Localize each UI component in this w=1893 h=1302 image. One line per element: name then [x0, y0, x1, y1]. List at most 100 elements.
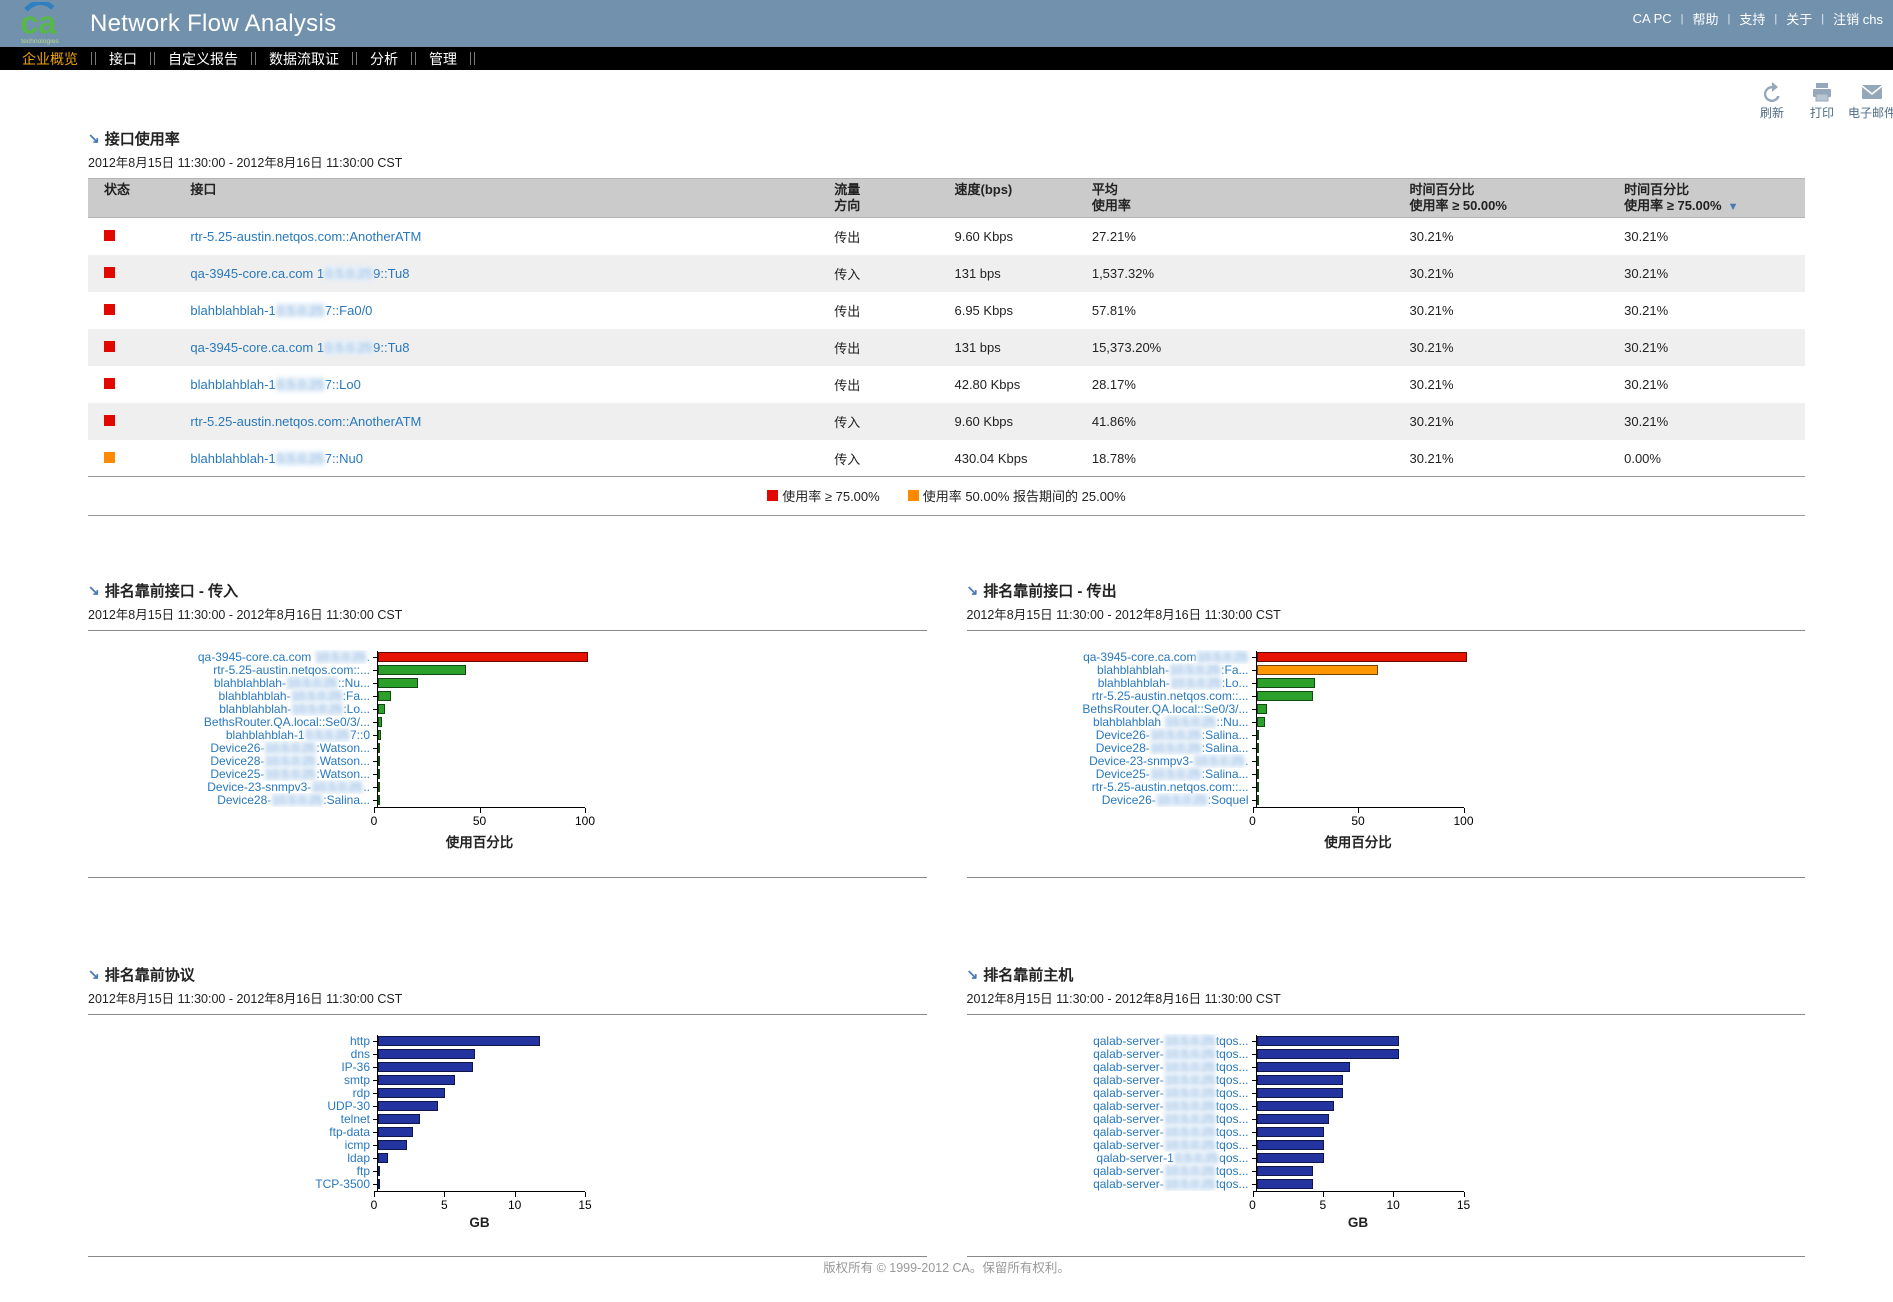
chart-category-label[interactable]: blahblahblah-10.5.0.25::Nu... — [88, 676, 373, 691]
chart-category-label[interactable]: Device-23-snmpv3-10.5.0.25. — [967, 754, 1252, 769]
interface-link[interactable]: blahblahblah-10.5.0.257::Fa0/0 — [190, 302, 372, 318]
bar[interactable] — [1256, 678, 1316, 689]
chart-category-label[interactable]: Device-23-snmpv3-10.5.0.25.. — [88, 780, 373, 795]
col-interface[interactable]: 接口 — [182, 178, 827, 218]
chart-category-label[interactable]: Device25-10.5.0.25:Watson... — [88, 767, 373, 782]
bar[interactable] — [1256, 730, 1259, 741]
chart-category-label[interactable]: qalab-server-10.5.0.25tqos... — [967, 1099, 1252, 1114]
chart-category-label[interactable]: dns — [88, 1047, 373, 1061]
header-link-logout[interactable]: 注销 chs — [1833, 12, 1883, 27]
bar[interactable] — [378, 730, 382, 741]
chart-category-label[interactable]: rdp — [88, 1086, 373, 1100]
col-speed[interactable]: 速度(bps) — [946, 178, 1084, 218]
col-direction[interactable]: 流量 方向 — [826, 178, 947, 218]
col-percent-time-50[interactable]: 时间百分比 使用率 ≥ 50.00% — [1401, 178, 1617, 218]
chart-category-label[interactable]: rtr-5.25-austin.netqos.com::... — [88, 663, 373, 677]
chart-category-label[interactable]: blahblahblah-10.5.0.25:Lo... — [967, 676, 1252, 691]
bar[interactable] — [1256, 717, 1265, 728]
bar[interactable] — [1256, 769, 1259, 780]
chart-category-label[interactable]: qalab-server-10.5.0.25tqos... — [967, 1125, 1252, 1140]
bar[interactable] — [378, 1088, 446, 1099]
bar[interactable] — [378, 652, 588, 663]
chart-category-label[interactable]: qa-3945-core.ca.com 10.5.0.25. — [88, 650, 373, 665]
interface-link[interactable]: rtr-5.25-austin.netqos.com::AnotherATM — [190, 229, 421, 244]
bar[interactable] — [378, 756, 380, 767]
chart-category-label[interactable]: qalab-server-10.5.0.25tqos... — [967, 1034, 1252, 1049]
chart-category-label[interactable]: blahblahblah-10.5.0.25:Fa... — [967, 663, 1252, 678]
chart-category-label[interactable]: blahblahblah-10.5.0.257::0 — [88, 728, 373, 743]
interface-link[interactable]: qa-3945-core.ca.com 10.5.0.259::Tu8 — [190, 339, 409, 355]
bar[interactable] — [1256, 1114, 1330, 1125]
bar[interactable] — [1256, 1166, 1313, 1177]
bar[interactable] — [1256, 1062, 1351, 1073]
nav-analysis[interactable]: 分析 — [370, 50, 398, 67]
chart-category-label[interactable]: qalab-server-10.5.0.25tqos... — [967, 1073, 1252, 1088]
sort-desc-icon[interactable]: ▼ — [1727, 200, 1739, 213]
section-expand-icon[interactable]: ↘ — [88, 130, 100, 146]
bar[interactable] — [378, 1166, 381, 1177]
bar[interactable] — [378, 1049, 475, 1060]
refresh-button[interactable]: 刷新 — [1755, 82, 1789, 121]
chart-category-label[interactable]: UDP-30 — [88, 1099, 373, 1113]
bar[interactable] — [1256, 795, 1259, 806]
bar[interactable] — [1256, 1140, 1324, 1151]
chart-category-label[interactable]: IP-36 — [88, 1060, 373, 1074]
chart-category-label[interactable]: Device26-10.5.0.25:Watson... — [88, 741, 373, 756]
bar[interactable] — [378, 769, 380, 780]
col-status[interactable]: 状态 — [88, 178, 183, 218]
header-link-help[interactable]: 帮助 — [1692, 12, 1719, 27]
col-avg-utilization[interactable]: 平均 使用率 — [1083, 178, 1402, 218]
nav-administration[interactable]: 管理 — [429, 50, 457, 67]
col-percent-time-75[interactable]: 时间百分比 使用率 ≥ 75.00% ▼ — [1616, 178, 1805, 218]
nav-enterprise-overview[interactable]: 企业概览 — [22, 50, 78, 67]
nav-flow-forensics[interactable]: 数据流取证 — [269, 50, 339, 67]
chart-category-label[interactable]: ldap — [88, 1151, 373, 1165]
section-expand-icon[interactable]: ↘ — [966, 965, 979, 982]
chart-category-label[interactable]: Device28-10.5.0.25:Salina... — [88, 793, 373, 808]
chart-category-label[interactable]: icmp — [88, 1138, 373, 1152]
chart-category-label[interactable]: ftp-data — [88, 1125, 373, 1139]
section-expand-icon[interactable]: ↘ — [88, 965, 100, 982]
bar[interactable] — [1256, 1049, 1400, 1060]
bar[interactable] — [1256, 743, 1259, 754]
header-link-ca-pc[interactable]: CA PC — [1632, 11, 1672, 26]
bar[interactable] — [1256, 1127, 1324, 1138]
chart-category-label[interactable]: qa-3945-core.ca.com10.5.0.25 — [967, 650, 1252, 665]
chart-category-label[interactable]: qalab-server-10.5.0.25tqos... — [967, 1112, 1252, 1127]
bar[interactable] — [1256, 1075, 1344, 1086]
chart-category-label[interactable]: smtp — [88, 1073, 373, 1087]
bar[interactable] — [378, 1101, 439, 1112]
chart-category-label[interactable]: Device26-10.5.0.25:Salina... — [967, 728, 1252, 743]
chart-category-label[interactable]: qalab-server-10.5.0.25tqos... — [967, 1177, 1252, 1192]
bar[interactable] — [1256, 1153, 1324, 1164]
bar[interactable] — [1256, 782, 1259, 793]
bar[interactable] — [378, 1179, 381, 1190]
chart-category-label[interactable]: Device28-10.5.0.25:Salina... — [967, 741, 1252, 756]
nav-interfaces[interactable]: 接口 — [109, 50, 137, 67]
interface-link[interactable]: rtr-5.25-austin.netqos.com::AnotherATM — [190, 414, 421, 429]
interface-link[interactable]: qa-3945-core.ca.com 10.5.0.259::Tu8 — [190, 265, 409, 281]
bar[interactable] — [378, 678, 418, 689]
chart-category-label[interactable]: blahblahblah 10.5.0.25::Nu... — [967, 715, 1252, 730]
bar[interactable] — [1256, 652, 1467, 663]
section-expand-icon[interactable]: ↘ — [966, 581, 979, 598]
chart-category-label[interactable]: qalab-server-10.5.0.25tqos... — [967, 1060, 1252, 1075]
chart-category-label[interactable]: qalab-server-10.5.0.25tqos... — [967, 1164, 1252, 1179]
print-button[interactable]: 打印 — [1805, 82, 1839, 121]
bar[interactable] — [1256, 704, 1267, 715]
chart-category-label[interactable]: Device28-10.5.0.25.Watson... — [88, 754, 373, 769]
chart-category-label[interactable]: blahblahblah-10.5.0.25:Lo... — [88, 702, 373, 717]
chart-category-label[interactable]: qalab-server-10.5.0.25tqos... — [967, 1138, 1252, 1153]
bar[interactable] — [378, 665, 467, 676]
chart-category-label[interactable]: BethsRouter.QA.local::Se0/3/... — [967, 702, 1252, 716]
bar[interactable] — [378, 795, 380, 806]
chart-category-label[interactable]: rtr-5.25-austin.netqos.com::... — [967, 780, 1252, 794]
bar[interactable] — [378, 1075, 455, 1086]
bar[interactable] — [378, 743, 380, 754]
chart-category-label[interactable]: ftp — [88, 1164, 373, 1178]
bar[interactable] — [378, 1153, 388, 1164]
bar[interactable] — [1256, 1088, 1344, 1099]
header-link-support[interactable]: 支持 — [1739, 12, 1766, 27]
chart-category-label[interactable]: TCP-3500 — [88, 1177, 373, 1191]
bar[interactable] — [378, 1114, 420, 1125]
